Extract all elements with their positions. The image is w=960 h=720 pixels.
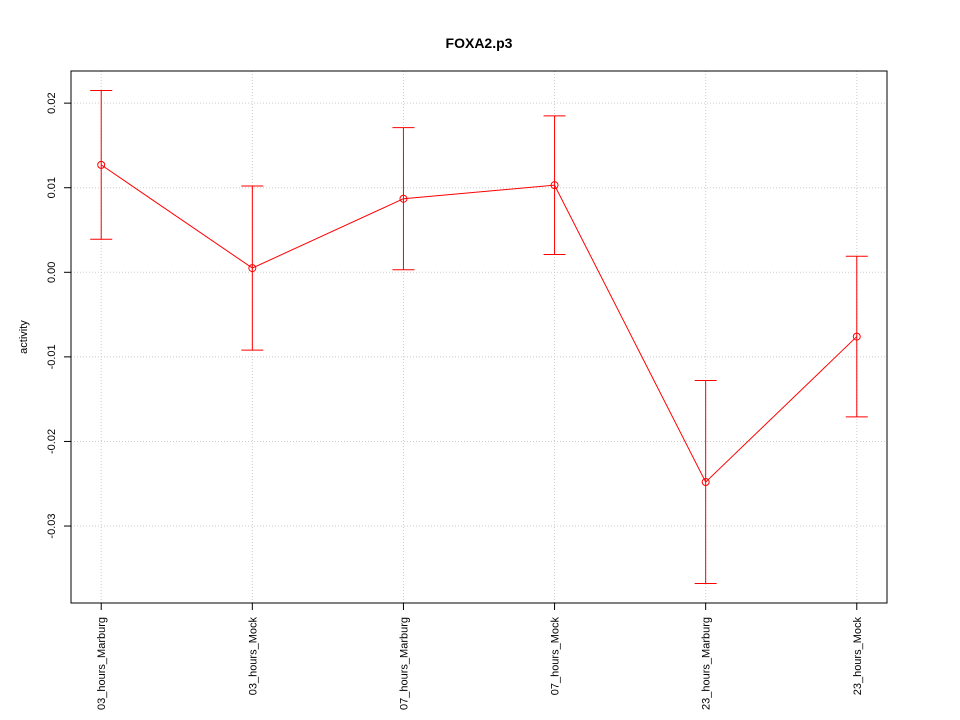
x-tick-label: 07_hours_Mock <box>550 617 562 696</box>
y-tick-label: 0.02 <box>46 92 58 113</box>
x-tick-label: 23_hours_Marburg <box>701 617 713 710</box>
error-bar <box>241 185 264 351</box>
error-bar <box>845 255 868 418</box>
chart-title: FOXA2.p3 <box>446 35 513 51</box>
plot-frame <box>70 70 888 604</box>
point <box>97 160 106 169</box>
point <box>701 478 710 487</box>
y-tick-label: -0.02 <box>46 429 58 454</box>
y-axis-label: activity <box>18 320 30 354</box>
point <box>399 194 408 203</box>
x-tick-label: 03_hours_Mock <box>247 617 259 696</box>
x-tick-label: 07_hours_Marburg <box>398 617 410 710</box>
y-tick-label: -0.01 <box>46 344 58 369</box>
error-bar <box>543 115 566 256</box>
line <box>100 164 858 483</box>
error-bar <box>90 89 113 240</box>
error-bar <box>694 380 717 585</box>
error-bar <box>392 127 415 271</box>
x-tick-label: 23_hours_Mock <box>852 617 864 696</box>
point <box>248 264 257 273</box>
y-tick-label: 0.01 <box>46 177 58 198</box>
point <box>852 332 861 341</box>
x-tick-label: 03_hours_Marburg <box>96 617 108 710</box>
y-tick-label: 0.00 <box>46 262 58 283</box>
point <box>550 181 559 190</box>
y-tick-label: -0.03 <box>46 513 58 538</box>
